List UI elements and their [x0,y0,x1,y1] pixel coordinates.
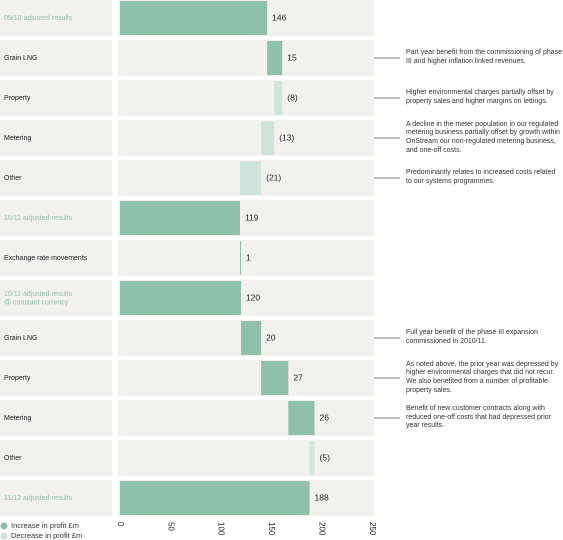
value-label: 188 [315,492,329,502]
row-background [0,120,112,156]
value-label: (5) [320,452,331,462]
category-label: Other [4,455,22,462]
category-label: 09/10 adjusted results [4,15,73,22]
row-background [0,280,112,316]
category-label: Property [4,95,31,102]
row-background [0,400,112,436]
value-label: 27 [293,372,303,382]
x-tick-label: 100 [217,522,226,536]
row-background [118,40,374,76]
bar [120,201,240,235]
x-tick-label: 50 [166,522,175,531]
bar [239,241,241,275]
bar [261,361,289,395]
category-label: Metering [4,415,31,422]
bar [267,41,283,75]
x-tick-label: 0 [116,522,125,527]
row-background [118,240,374,276]
category-label: Grain LNG [4,335,37,342]
annotation: A decline in the meter population in our… [406,120,560,154]
x-tick-label: 250 [368,522,377,536]
row-background [118,120,374,156]
row-background [0,360,112,396]
annotation-box: Higher environmental charges partially o… [406,89,554,105]
value-label: 146 [272,12,286,22]
row-background [118,80,374,116]
annotation-box: Predominantly relates to increased costs… [406,169,556,185]
legend-label: Increase in profit £m [11,521,79,530]
bar [261,121,275,155]
value-label: (21) [266,172,281,182]
legend-swatch [0,532,8,540]
bar [240,321,262,355]
row-background [0,40,112,76]
x-tick-label: 200 [317,522,326,536]
bar [120,281,241,315]
annotation-box: Full year benefit of the phase III expan… [406,329,538,345]
annotation-box: Part year benefit from the commissioning… [406,49,563,65]
bar [239,161,262,195]
category-label: Metering [4,135,31,142]
bar [288,401,315,435]
annotation: As noted above, the prior year was depre… [406,360,559,394]
row-background [118,400,374,436]
category-label: Other [4,175,22,182]
value-label: 20 [266,332,276,342]
bar [309,441,315,475]
bar [120,481,310,515]
bar [274,81,283,115]
value-label: 120 [246,292,260,302]
value-label: (13) [279,132,294,142]
x-tick-label: 150 [267,522,276,536]
row-background [0,200,112,236]
row-background [0,240,112,276]
legend-swatch [0,522,8,530]
bar [120,1,268,35]
value-label: (8) [287,92,298,102]
row-background [0,320,112,356]
row-background [0,80,112,116]
value-label: 1 [246,252,251,262]
value-label: 15 [287,52,297,62]
category-label: Exchange rate movements [4,255,88,262]
annotation: Part year benefit from the commissioning… [406,49,563,65]
row-background [118,360,374,396]
annotation: Higher environmental charges partially o… [406,89,554,105]
category-label: 11/12 adjusted results [4,495,72,502]
annotation-box: Benefit of new customer contracts along … [406,405,552,430]
legend-label: Decrease in profit £m [11,531,82,540]
category-label: 10/11 adjusted results @ constant currenc… [4,291,72,307]
category-label: 10/11 adjusted results [4,215,72,222]
category-label: Property [4,375,31,382]
annotation-box: As noted above, the prior year was depre… [406,360,559,394]
row-background [0,440,112,476]
value-label: 119 [245,212,259,222]
row-background [0,480,112,516]
annotation: Benefit of new customer contracts along … [406,405,552,430]
category-label: Grain LNG [4,55,37,62]
row-background [118,440,374,476]
annotation-box: A decline in the meter population in our… [406,120,560,154]
row-background [0,0,112,36]
value-label: 26 [320,412,330,422]
annotation: Full year benefit of the phase III expan… [406,329,538,345]
row-background [0,160,112,196]
annotation: Predominantly relates to increased costs… [406,169,556,185]
